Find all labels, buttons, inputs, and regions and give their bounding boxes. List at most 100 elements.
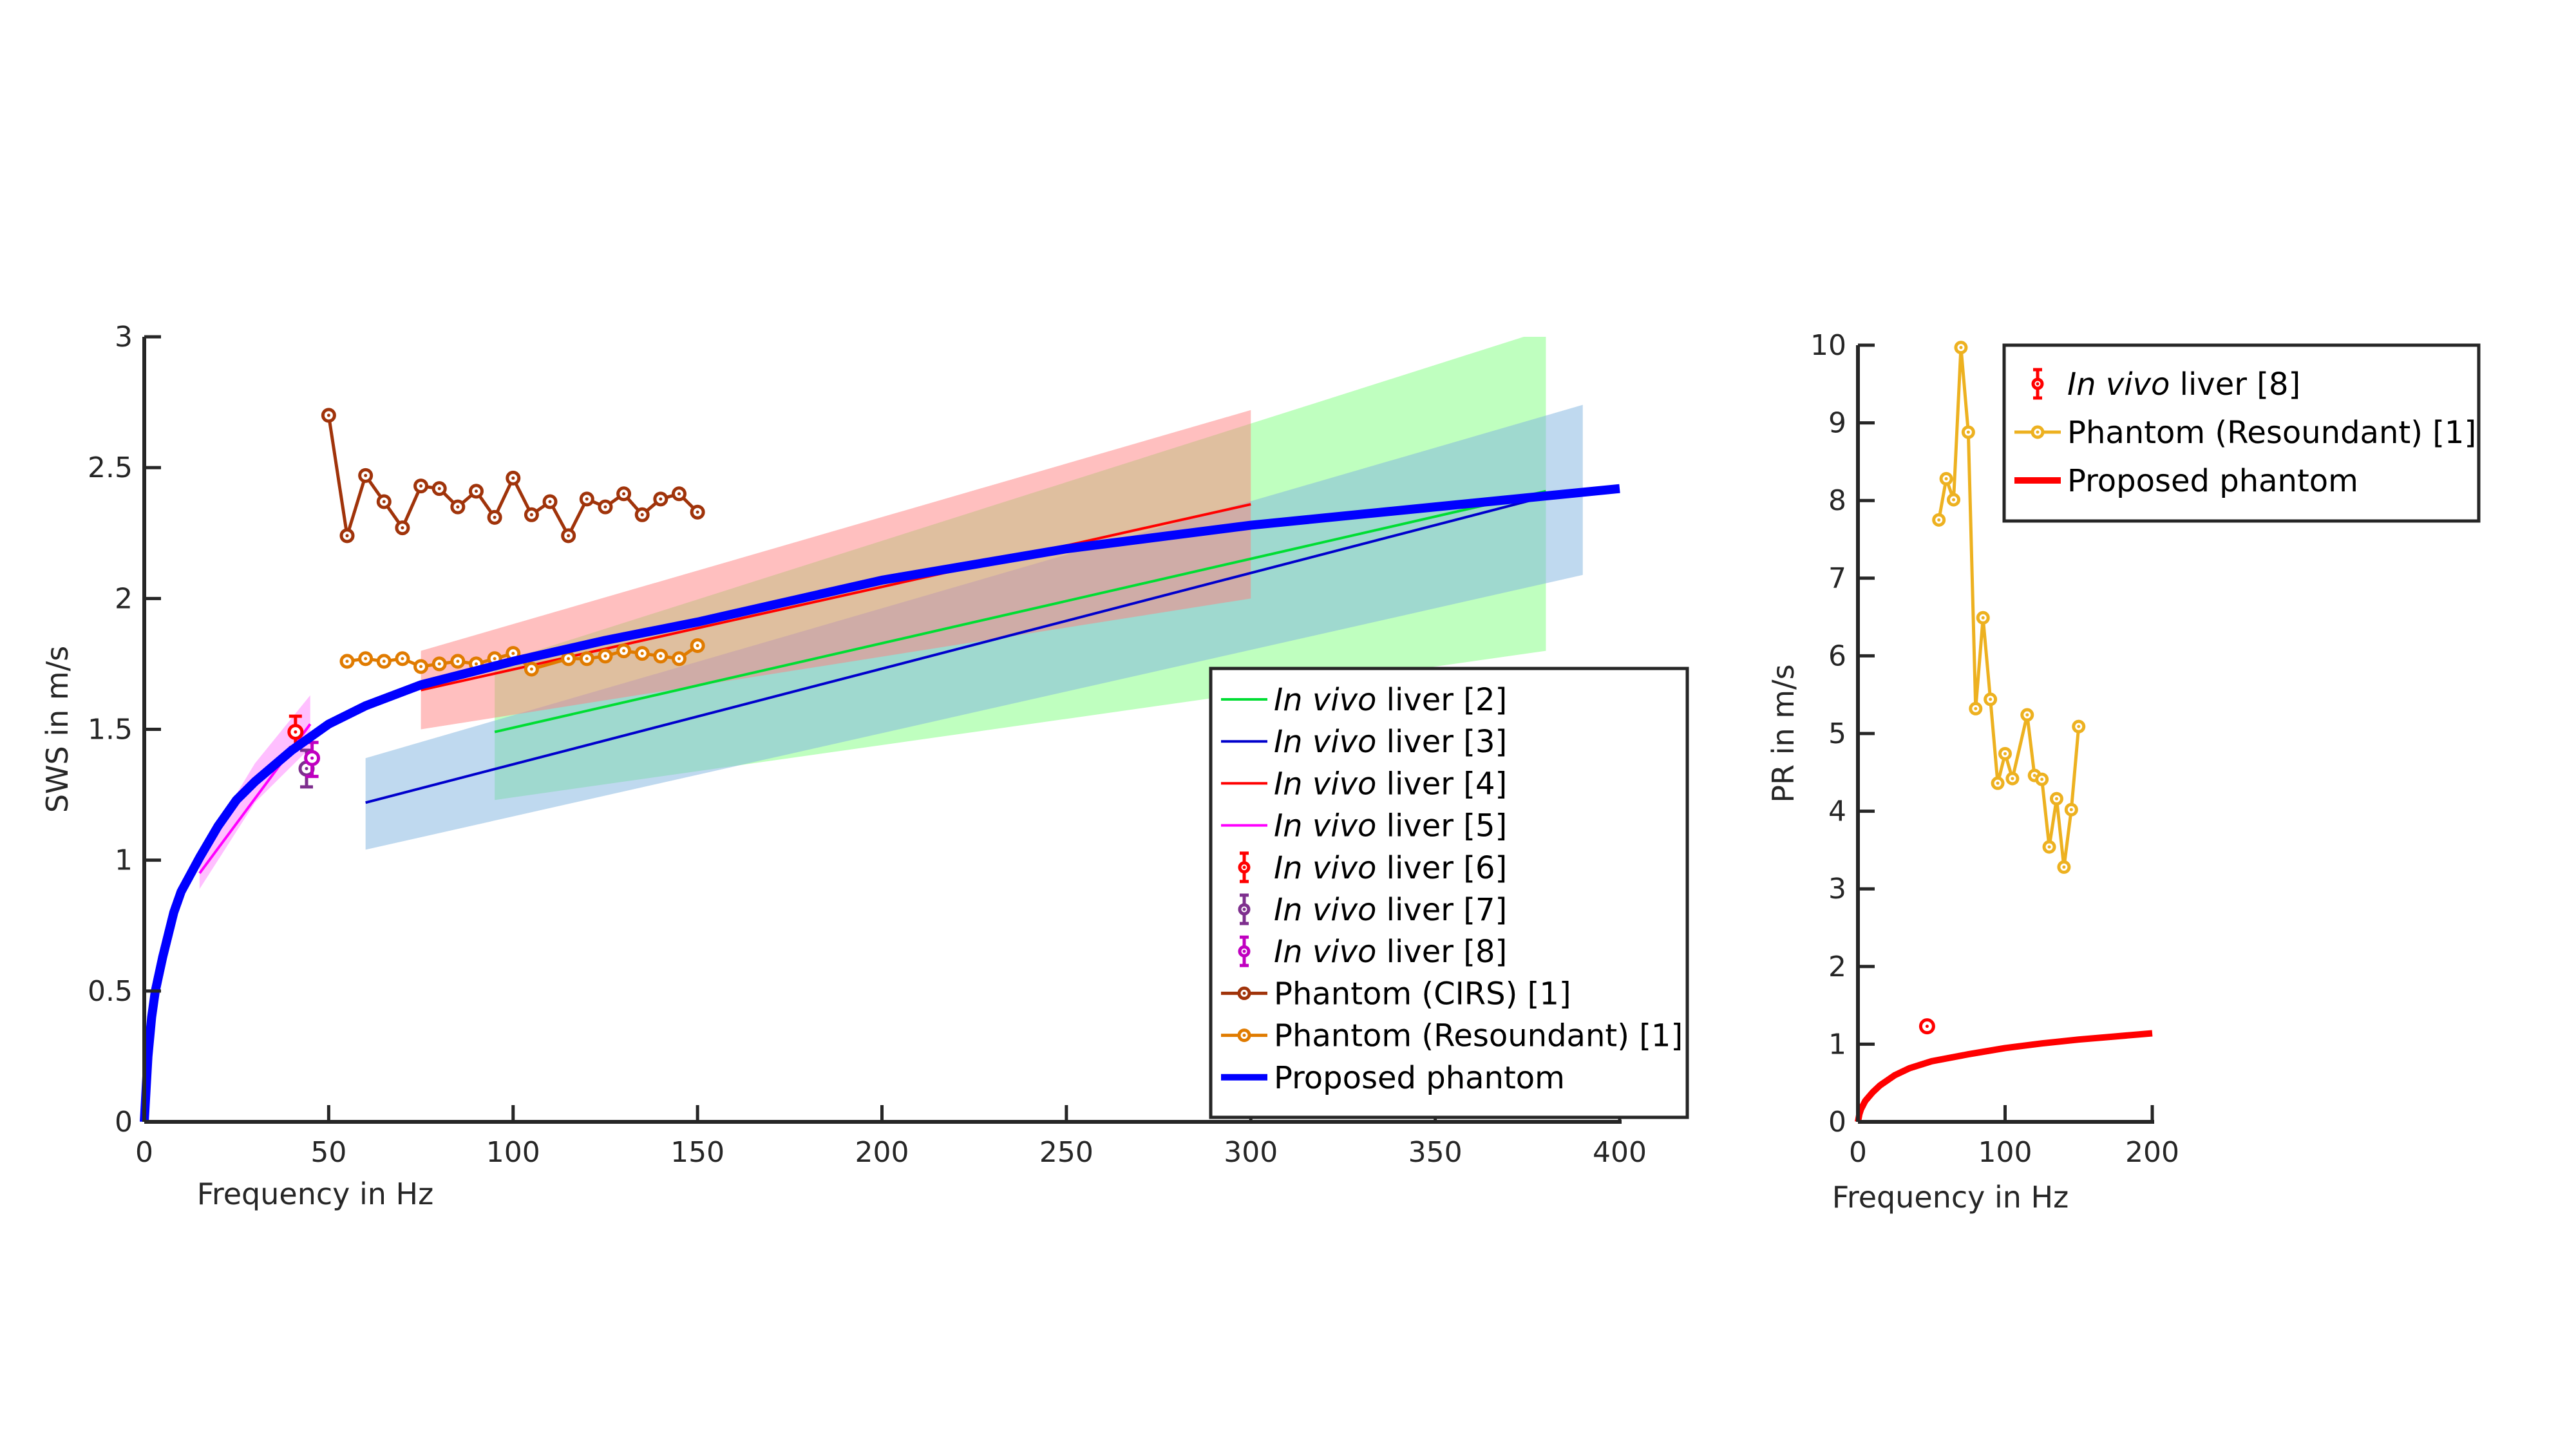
data-point-center xyxy=(1989,697,1993,701)
data-point-center xyxy=(567,534,571,538)
legend-label: Phantom (Resoundant) [1] xyxy=(1274,1018,1683,1054)
data-point-center xyxy=(585,657,589,661)
y-tick-label: 8 xyxy=(1828,484,1846,517)
legend-label-text: liver [8] xyxy=(2170,366,2300,402)
legend-swatch-marker-center xyxy=(1242,1034,1246,1037)
legend-item-in-vivo-liver-5: In vivo liver [5] xyxy=(1221,808,1507,844)
data-point-center xyxy=(1937,518,1941,522)
data-point-center xyxy=(548,500,552,504)
data-point-center xyxy=(1966,430,1970,434)
legend-item-phantom-resoundant-1: Phantom (Resoundant) [1] xyxy=(1221,1018,1683,1054)
series-in-vivo-liver-3 xyxy=(365,495,1546,804)
data-point-center xyxy=(345,659,349,663)
data-point-center xyxy=(1952,498,1956,502)
data-point-center xyxy=(511,652,515,656)
legend-label-text: liver [4] xyxy=(1376,766,1507,802)
data-point-center xyxy=(474,662,478,666)
data-point-center xyxy=(493,657,497,661)
legend-item-proposed-phantom: Proposed phantom xyxy=(2014,463,2358,499)
left-series xyxy=(140,408,1620,1122)
legend-label-text: liver [3] xyxy=(1376,724,1507,760)
data-point-center xyxy=(640,513,644,516)
series-in-vivo-liver-2 xyxy=(494,489,1546,734)
legend-swatch-marker-center xyxy=(2036,430,2040,434)
legend-label-text: liver [5] xyxy=(1376,808,1507,844)
legend-label: In vivo liver [7] xyxy=(1274,892,1507,928)
data-point-center xyxy=(456,659,460,663)
y-tick-label: 3 xyxy=(1828,873,1846,905)
data-point-center xyxy=(585,497,589,501)
data-point-center xyxy=(2011,777,2014,781)
data-point-center xyxy=(474,489,478,493)
legend-label-italic: In vivo xyxy=(1274,766,1376,802)
data-point-center xyxy=(437,487,441,491)
legend-label-text: Proposed phantom xyxy=(1274,1060,1565,1096)
x-tick-label: 400 xyxy=(1593,1136,1647,1169)
y-tick-label: 0 xyxy=(115,1106,133,1139)
left-x-axis-label: Frequency in Hz xyxy=(197,1177,434,1211)
legend-swatch-marker-center xyxy=(1242,866,1246,869)
legend-item-in-vivo-liver-3: In vivo liver [3] xyxy=(1221,724,1507,760)
legend-item-in-vivo-liver-2: In vivo liver [2] xyxy=(1221,682,1507,718)
data-point-center xyxy=(327,413,330,417)
line-in-vivo-liver-2 xyxy=(494,489,1546,734)
band-in-vivo-liver-5-range xyxy=(199,695,310,889)
legend-item-proposed-phantom: Proposed phantom xyxy=(1221,1060,1565,1096)
legend-label-text: Phantom (Resoundant) [1] xyxy=(1274,1018,1683,1054)
legend-label-text: Proposed phantom xyxy=(2067,463,2358,499)
line-in-vivo-liver-3 xyxy=(365,495,1546,804)
x-tick-label: 150 xyxy=(670,1136,724,1169)
legend-label-italic: In vivo xyxy=(1274,850,1376,886)
legend-label: In vivo liver [4] xyxy=(1274,766,1507,802)
y-tick-label: 3 xyxy=(115,321,133,354)
data-point-center xyxy=(456,505,460,509)
y-tick-label: 2 xyxy=(1828,951,1846,983)
data-point-center xyxy=(1996,781,2000,785)
data-point-center xyxy=(1981,616,1985,620)
x-tick-label: 100 xyxy=(486,1136,540,1169)
x-tick-label: 50 xyxy=(310,1136,346,1169)
left-legend: In vivo liver [2]In vivo liver [3]In viv… xyxy=(1209,667,1689,1119)
legend-label-italic: In vivo xyxy=(1274,892,1376,928)
legend-item-in-vivo-liver-6: In vivo liver [6] xyxy=(1238,850,1507,886)
data-point-center xyxy=(2069,808,2073,811)
data-point-center xyxy=(310,756,314,760)
data-point-center xyxy=(2054,797,2058,800)
data-point-center xyxy=(294,730,298,734)
line-proposed-phantom xyxy=(1855,1030,2153,1122)
data-point-center xyxy=(2077,724,2081,728)
data-point-center xyxy=(2032,773,2036,777)
data-point-center xyxy=(401,657,404,661)
legend-label-italic: In vivo xyxy=(2067,366,2170,402)
legend-label-text: liver [2] xyxy=(1376,682,1507,718)
y-tick-label: 6 xyxy=(1828,639,1846,672)
data-point-center xyxy=(305,766,308,770)
legend-label-italic: In vivo xyxy=(1274,682,1376,718)
y-tick-label: 4 xyxy=(1828,795,1846,828)
data-point-center xyxy=(696,643,699,647)
y-tick-label: 2 xyxy=(115,582,133,615)
legend-label-italic: In vivo xyxy=(1274,724,1376,760)
data-point-center xyxy=(382,500,386,504)
data-point-center xyxy=(1925,1025,1929,1028)
left-chart-sws: 0 0.5 1 1.5 2 2.5 3 0 50 100 150 200 250 300 350 400 In… xyxy=(40,321,1689,1211)
legend-label: In vivo liver [5] xyxy=(1274,808,1507,844)
data-point-center xyxy=(529,513,533,516)
data-point-center xyxy=(437,662,441,666)
y-tick-label: 0 xyxy=(1828,1106,1846,1139)
data-point-center xyxy=(2003,752,2007,755)
y-tick-label: 1 xyxy=(1828,1028,1846,1061)
y-tick-label: 1.5 xyxy=(88,714,133,746)
data-point-center xyxy=(567,657,571,661)
data-point-center xyxy=(659,497,663,501)
data-point-center xyxy=(493,515,497,519)
legend-box xyxy=(2002,343,2481,523)
data-point-center xyxy=(659,654,663,658)
x-tick-label: 250 xyxy=(1039,1136,1094,1169)
legend-label-text: liver [6] xyxy=(1376,850,1507,886)
data-point-center xyxy=(511,476,515,480)
x-tick-label: 0 xyxy=(1849,1136,1867,1169)
data-point-center xyxy=(364,473,368,477)
data-point-center xyxy=(696,510,699,514)
